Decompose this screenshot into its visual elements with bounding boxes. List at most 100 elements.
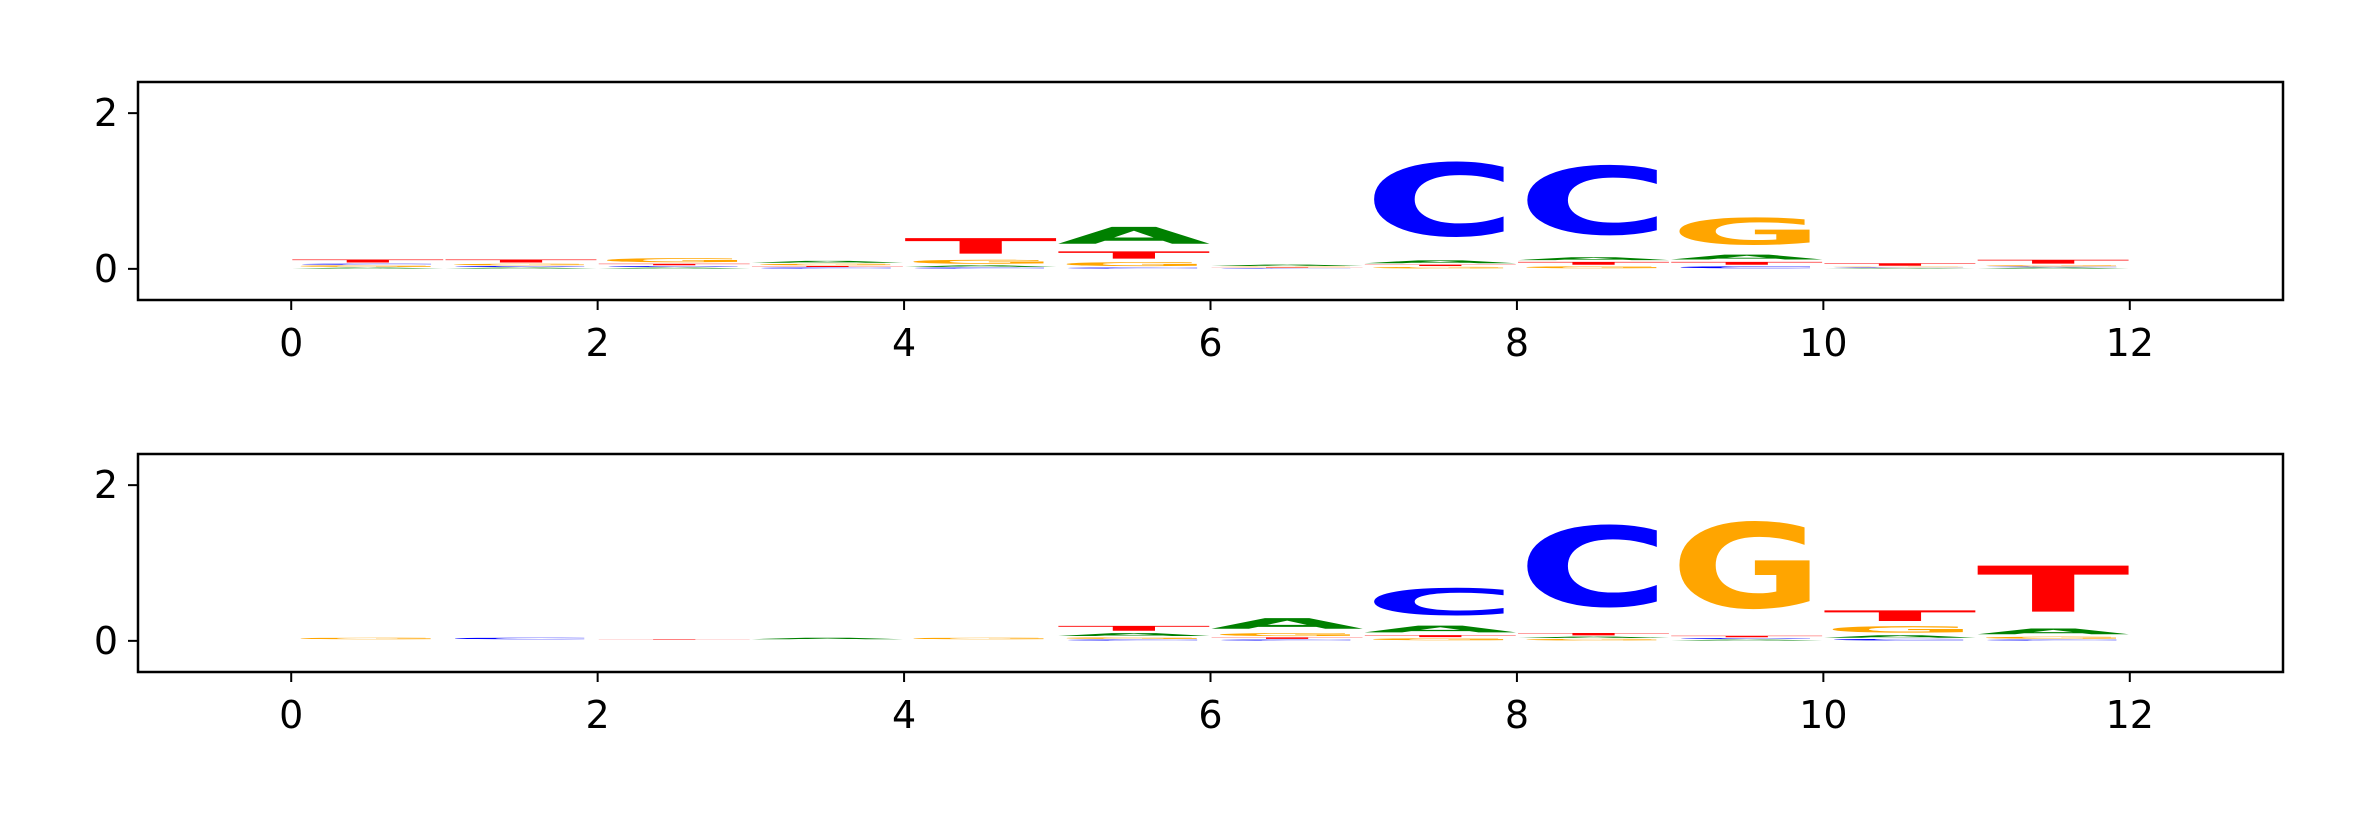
y-tick-label: 2 <box>94 463 118 507</box>
letter-G-pos-0: G <box>291 265 444 267</box>
letter-G-pos-8: G <box>1517 266 1670 269</box>
letter-T-pos-2: T <box>598 263 751 265</box>
letter-A-pos-7: A <box>1364 260 1517 265</box>
letter-T-pos-6: T <box>1211 267 1364 268</box>
letter-G-pos-2: G <box>598 257 751 263</box>
x-tick-label: 0 <box>279 321 303 365</box>
letter-C-pos-8: C <box>1517 505 1670 633</box>
letter-T-pos-8: T <box>1517 261 1670 266</box>
letter-T-pos-5: T <box>1057 625 1210 633</box>
letter-G-pos-5: G <box>1057 261 1210 267</box>
x-tick-label: 4 <box>892 321 916 365</box>
letter-G-pos-4: G <box>904 259 1057 265</box>
letter-C-pos-11: C <box>1977 639 2130 641</box>
x-tick-label: 12 <box>2106 321 2154 365</box>
letter-G-pos-7: G <box>1364 267 1517 269</box>
x-tick-label: 0 <box>279 693 303 737</box>
letter-C-pos-9: C <box>1670 266 1823 269</box>
letter-T-pos-10: T <box>1823 607 1976 624</box>
x-tick-label: 8 <box>1505 321 1529 365</box>
letter-G-pos-5: G <box>1057 637 1210 639</box>
x-tick-label: 6 <box>1198 321 1222 365</box>
letter-A-pos-8: A <box>1517 636 1670 638</box>
letter-stacks: AGCTACGTACTGCTGACAGTCGTACTGAGTACGTACCTAG… <box>291 143 2130 269</box>
letter-A-pos-7: A <box>1364 624 1517 635</box>
letter-A-pos-3: A <box>751 637 904 639</box>
letter-A-pos-5: A <box>1057 222 1210 249</box>
letter-G-pos-1: G <box>444 263 597 265</box>
x-tick-label: 12 <box>2106 693 2154 737</box>
x-tick-label: 4 <box>892 693 916 737</box>
letter-T-pos-10: T <box>1823 263 1976 267</box>
letter-T-pos-7: T <box>1364 264 1517 266</box>
letter-A-pos-2: A <box>598 267 751 269</box>
letter-C-pos-2: C <box>598 266 751 268</box>
letter-A-pos-1: A <box>444 267 597 269</box>
letter-C-pos-6: C <box>1211 268 1364 269</box>
letter-G-pos-10: G <box>1823 625 1976 635</box>
letter-C-pos-11: C <box>1977 267 2130 268</box>
letter-G-pos-6: G <box>1211 267 1364 268</box>
letter-T-pos-9: T <box>1670 635 1823 637</box>
letter-A-pos-0: A <box>291 267 444 269</box>
letter-G-pos-10: G <box>1823 267 1976 268</box>
letter-G-pos-8: G <box>1517 639 1670 641</box>
letter-G-pos-6: G <box>1211 632 1364 637</box>
letter-G-pos-9: G <box>1670 210 1823 253</box>
letter-T-pos-9: T <box>1670 261 1823 266</box>
letter-T-pos-7: T <box>1364 635 1517 638</box>
letter-A-pos-5: A <box>1057 632 1210 637</box>
x-tick-label: 2 <box>586 693 610 737</box>
letter-T-pos-0: T <box>291 259 444 264</box>
letter-A-pos-9: A <box>1670 639 1823 641</box>
letter-T-pos-3: T <box>751 266 904 268</box>
letter-C-pos-1: C <box>444 637 597 639</box>
letter-T-pos-6: T <box>1211 637 1364 639</box>
y-tick-label: 2 <box>94 91 118 135</box>
letter-T-pos-5: T <box>1057 249 1210 261</box>
letter-C-pos-7: C <box>1364 143 1517 260</box>
letter-G-pos-9: G <box>1670 500 1823 636</box>
x-tick-label: 8 <box>1505 693 1529 737</box>
letter-A-pos-3: A <box>751 260 904 263</box>
letter-T-pos-8: T <box>1517 632 1670 636</box>
letter-C-pos-5: C <box>1057 267 1210 269</box>
letter-T-pos-11: T <box>1977 553 2130 627</box>
letter-A-pos-11: A <box>1977 267 2130 269</box>
letter-C-pos-7: C <box>1364 581 1517 623</box>
letter-G-pos-3: G <box>751 263 904 265</box>
letter-C-pos-10: C <box>1823 639 1976 641</box>
letter-G-pos-0: G <box>291 637 444 639</box>
letter-C-pos-10: C <box>1823 267 1976 268</box>
letter-A-pos-8: A <box>1517 256 1670 261</box>
letter-T-pos-2: T <box>598 639 751 640</box>
letter-C-pos-6: C <box>1211 639 1364 641</box>
y-tick-label: 0 <box>94 247 118 291</box>
y-tick-label: 0 <box>94 619 118 663</box>
logo-panel-1: AGCTACGTACTGCTGACAGTCGTACTGAGTACGTACCTAG… <box>94 80 2285 365</box>
letter-A-pos-4: A <box>904 265 1057 267</box>
letter-T-pos-4: T <box>904 234 1057 259</box>
letter-C-pos-4: C <box>904 267 1057 269</box>
letter-C-pos-0: C <box>291 263 444 265</box>
x-tick-label: 10 <box>1799 321 1847 365</box>
letter-C-pos-8: C <box>1517 148 1670 256</box>
x-tick-label: 10 <box>1799 693 1847 737</box>
letter-A-pos-10: A <box>1823 268 1976 269</box>
letter-G-pos-4: G <box>904 637 1057 639</box>
letter-G-pos-11: G <box>1977 636 2130 639</box>
letter-T-pos-11: T <box>1977 259 2130 265</box>
x-tick-label: 2 <box>586 321 610 365</box>
letter-A-pos-6: A <box>1211 615 1364 632</box>
letter-A-pos-6: A <box>1211 264 1364 266</box>
letter-T-pos-1: T <box>444 259 597 264</box>
letter-C-pos-5: C <box>1057 639 1210 641</box>
letter-G-pos-11: G <box>1977 265 2130 267</box>
letter-A-pos-10: A <box>1823 635 1976 639</box>
letter-C-pos-1: C <box>444 266 597 268</box>
letter-C-pos-9: C <box>1670 638 1823 640</box>
